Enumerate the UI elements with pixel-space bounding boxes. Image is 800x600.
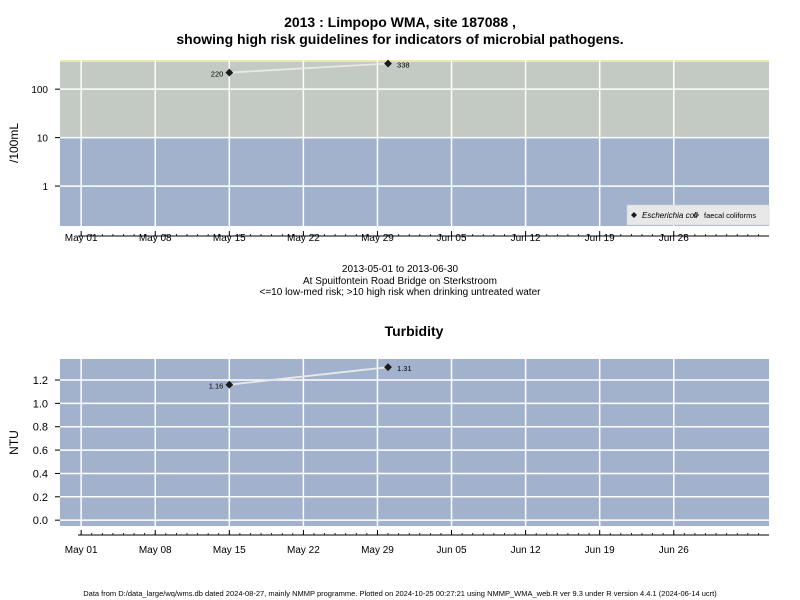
- risk-note-caption: <=10 low-med risk; >10 high risk when dr…: [259, 287, 541, 298]
- x-tick-label: Jun 12: [511, 233, 541, 244]
- chart-title-line-1: 2013 : Limpopo WMA, site 187088 ,: [284, 14, 516, 30]
- x-tick-label: May 29: [361, 545, 394, 556]
- x-tick-label: May 15: [213, 233, 246, 244]
- x-tick-label: Jun 12: [511, 545, 541, 556]
- y-tick-label: 1.2: [33, 375, 48, 387]
- data-point-label: 338: [397, 61, 410, 70]
- x-tick-label: May 01: [65, 233, 98, 244]
- high-risk-band: [60, 60, 769, 138]
- y-tick-label: 0.0: [33, 515, 48, 527]
- series-line: [229, 366, 389, 386]
- data-point-label: 1.31: [397, 364, 412, 373]
- x-tick-label: May 01: [65, 545, 98, 556]
- y-axis-label: NTU: [7, 430, 21, 455]
- legend-marker-filled: [631, 212, 637, 218]
- data-point-marker: [384, 59, 392, 68]
- x-tick-label: Jun 26: [659, 233, 689, 244]
- date-range-caption: 2013-05-01 to 2013-06-30: [341, 264, 459, 275]
- data-point-label: 220: [211, 70, 224, 79]
- data-point-label: 1.16: [209, 382, 224, 391]
- data-point-marker: [384, 363, 392, 372]
- plot-background: [60, 359, 769, 526]
- legend-entry-label: faecal coliforms: [704, 211, 756, 220]
- x-tick-label: May 29: [361, 233, 394, 244]
- legend-marker-open: [693, 212, 699, 218]
- y-tick-label: 1.0: [33, 398, 48, 410]
- y-tick-label: 10: [37, 134, 49, 145]
- y-tick-label: 100: [31, 85, 48, 96]
- y-tick-label: 0.8: [33, 422, 48, 434]
- legend-entry-label: Escherichia coli: [642, 211, 698, 220]
- x-tick-label: Jun 05: [437, 545, 467, 556]
- y-tick-label: 1: [42, 182, 48, 193]
- series-line: [229, 62, 389, 74]
- location-caption: At Spuitfontein Road Bridge on Sterkstro…: [303, 276, 497, 287]
- x-tick-label: May 08: [139, 233, 172, 244]
- chart-title-line-2: showing high risk guidelines for indicat…: [176, 31, 624, 47]
- x-tick-label: Jun 19: [585, 233, 615, 244]
- panel-title: Turbidity: [385, 323, 444, 339]
- y-axis-label: /100mL: [7, 123, 21, 163]
- data-point-marker: [225, 68, 234, 77]
- x-tick-label: May 15: [213, 545, 246, 556]
- x-tick-label: May 22: [287, 233, 320, 244]
- x-tick-label: May 22: [287, 545, 320, 556]
- data-point-marker: [225, 380, 234, 389]
- y-tick-label: 0.2: [33, 492, 48, 504]
- y-tick-label: 0.4: [33, 468, 48, 480]
- x-tick-label: Jun 05: [437, 233, 467, 244]
- y-tick-label: 0.6: [33, 445, 48, 457]
- x-tick-label: Jun 19: [585, 545, 615, 556]
- x-tick-label: May 08: [139, 545, 172, 556]
- x-tick-label: Jun 26: [659, 545, 689, 556]
- footer-note: Data from D:/data_large/wq/wms.db dated …: [83, 589, 717, 598]
